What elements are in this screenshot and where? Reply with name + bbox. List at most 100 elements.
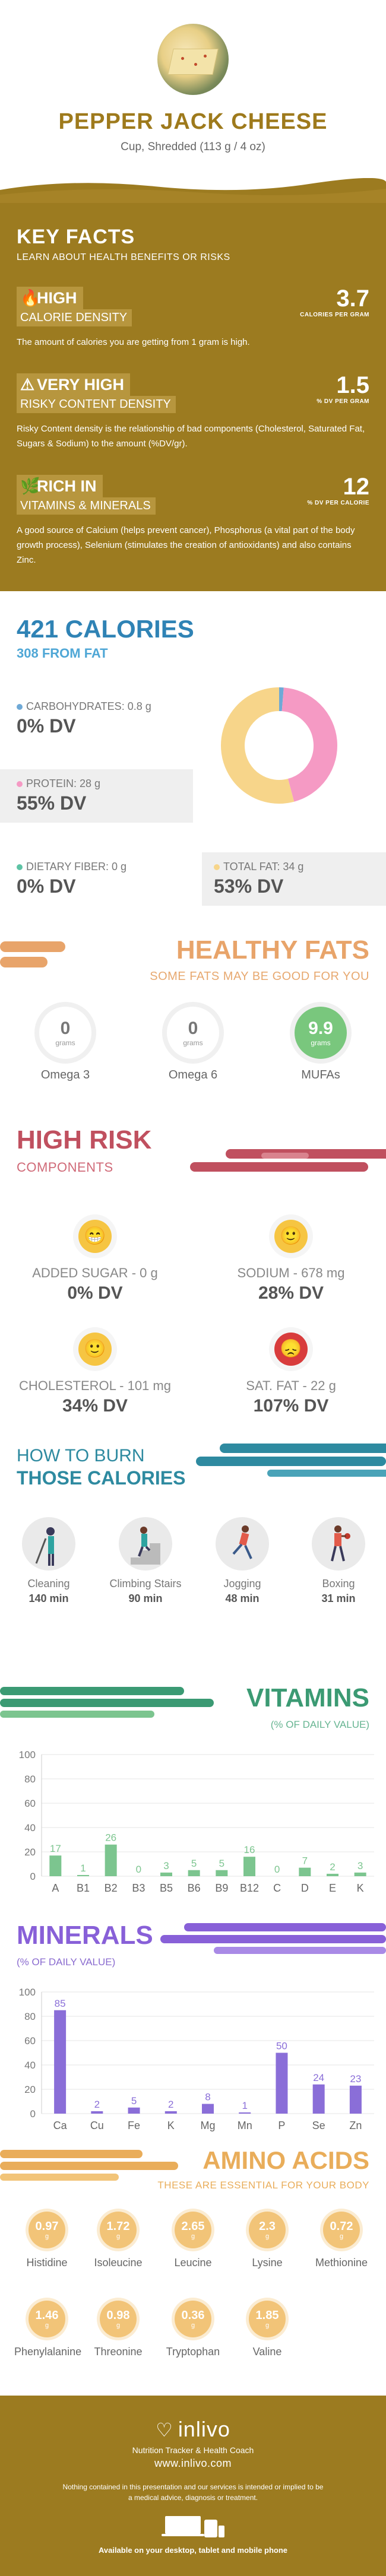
x-tick-label: Zn bbox=[349, 2120, 362, 2131]
donut-slice-protein bbox=[283, 699, 325, 790]
bar-value-label: 85 bbox=[55, 1998, 66, 2009]
bar-value-label: 5 bbox=[131, 2095, 137, 2107]
fact-description: Risky Content density is the relationshi… bbox=[17, 421, 369, 451]
risk-dv: 34% DV bbox=[6, 1396, 184, 1416]
macro-total-fat: TOTAL FAT: 34 g 53% DV bbox=[202, 852, 386, 906]
fact-tag: 🔥HIGH bbox=[17, 287, 83, 309]
bar-value-label: 3 bbox=[163, 1860, 169, 1871]
activity-minutes: 90 min bbox=[98, 1592, 193, 1605]
stairs-icon bbox=[119, 1517, 172, 1571]
cheese-photo bbox=[157, 24, 229, 95]
pepper-dot bbox=[181, 57, 184, 60]
stripes-decoration bbox=[190, 1147, 386, 1182]
high-risk-section: HIGH RISK COMPONENTS 😁 ADDED SUGAR - 0 g… bbox=[0, 1125, 386, 1446]
y-tick-label: 100 bbox=[19, 1749, 36, 1760]
protein-bullet bbox=[17, 781, 23, 787]
bar-value-label: 5 bbox=[219, 1858, 224, 1869]
x-tick-label: P bbox=[278, 2120, 285, 2131]
donut-slice-total-fat bbox=[233, 699, 291, 792]
fact-tag: 🌿RICH IN bbox=[17, 475, 103, 497]
burn-title-line-1: HOW TO BURN bbox=[17, 1446, 145, 1466]
brand-logo[interactable]: ♡inlivo bbox=[0, 2417, 386, 2442]
fat-name: Omega 6 bbox=[160, 1068, 226, 1082]
stripes-decoration bbox=[196, 1440, 386, 1481]
high-risk-title: HIGH RISK bbox=[17, 1125, 151, 1155]
brand-url-link[interactable]: www.inlivo.com bbox=[0, 2457, 386, 2470]
minerals-bar-chart: 02040608010085Ca2Cu5Fe2K8Mg1Mn50P24Se23Z… bbox=[0, 1980, 386, 2140]
x-tick-label: Se bbox=[312, 2120, 325, 2131]
footer: ♡inlivo Nutrition Tracker & Health Coach… bbox=[0, 2396, 386, 2576]
fiber-bullet bbox=[17, 864, 23, 870]
heart-icon: ♡ bbox=[156, 2419, 173, 2441]
bar-value-label: 26 bbox=[105, 1832, 116, 1844]
healthy-fats-section: HEALTHY FATS SOME FATS MAY BE GOOD FOR Y… bbox=[0, 935, 386, 1125]
bar-a bbox=[49, 1855, 61, 1876]
risk-label: SODIUM - 678 mg bbox=[202, 1265, 380, 1281]
y-tick-label: 40 bbox=[24, 1822, 36, 1833]
activity-name: Jogging bbox=[195, 1578, 290, 1590]
y-tick-label: 0 bbox=[30, 1871, 36, 1882]
bar-value-label: 2 bbox=[94, 2099, 100, 2110]
risk-label: ADDED SUGAR - 0 g bbox=[6, 1265, 184, 1281]
x-tick-label: Fe bbox=[128, 2120, 140, 2131]
stripes-decoration bbox=[160, 1921, 386, 1962]
burn-calories-section: HOW TO BURN THOSE CALORIES Cleaning 140 … bbox=[0, 1446, 386, 1683]
sad-face-icon: 😞 bbox=[269, 1327, 313, 1371]
high-risk-subtitle: COMPONENTS bbox=[17, 1160, 113, 1175]
bar-value-label: 24 bbox=[313, 2072, 324, 2083]
food-title: PEPPER JACK CHEESE bbox=[0, 109, 386, 135]
risk-dv: 28% DV bbox=[202, 1283, 380, 1303]
bar-mg bbox=[202, 2104, 214, 2114]
x-tick-label: K bbox=[357, 1882, 364, 1894]
x-tick-label: E bbox=[329, 1882, 336, 1894]
amino-name: Lysine bbox=[235, 2257, 300, 2269]
bar-value-label: 2 bbox=[168, 2099, 173, 2110]
cleaning-icon bbox=[22, 1517, 75, 1571]
fact-risky-content-density: ⚠VERY HIGH RISKY CONTENT DENSITY 1.5% DV… bbox=[17, 373, 369, 451]
amino-name: Valine bbox=[235, 2346, 300, 2358]
pepper-dot bbox=[194, 63, 197, 66]
bar-value-label: 5 bbox=[191, 1858, 197, 1869]
macro-dietary-fiber: DIETARY FIBER: 0 g 0% DV bbox=[0, 852, 193, 906]
disclaimer: Nothing contained in this presentation a… bbox=[62, 2482, 324, 2503]
bar-cu bbox=[91, 2111, 103, 2114]
vitamins-bar-chart: 02040608010017A1B126B20B33B55B65B916B120… bbox=[0, 1743, 386, 1909]
x-tick-label: C bbox=[273, 1882, 281, 1894]
activity-minutes: 48 min bbox=[195, 1592, 290, 1605]
stripes-decoration bbox=[0, 1686, 238, 1721]
amino-acids-section: AMINO ACIDS THESE ARE ESSENTIAL FOR YOUR… bbox=[0, 2146, 386, 2396]
y-tick-label: 20 bbox=[24, 1847, 36, 1858]
boxing-icon bbox=[312, 1517, 365, 1571]
macro-protein: PROTEIN: 28 g 55% DV bbox=[0, 769, 193, 823]
bar-value-label: 7 bbox=[302, 1855, 308, 1867]
header: PEPPER JACK CHEESE Cup, Shredded (113 g … bbox=[0, 24, 386, 202]
fact-description: The amount of calories you are getting f… bbox=[17, 335, 369, 350]
flame-icon: 🔥 bbox=[20, 289, 34, 307]
bar-b2 bbox=[105, 1845, 117, 1876]
x-tick-label: B3 bbox=[132, 1882, 145, 1894]
key-facts-title: KEY FACTS bbox=[17, 202, 369, 249]
fact-label: RISKY CONTENT DENSITY bbox=[17, 396, 176, 413]
x-tick-label: B2 bbox=[105, 1882, 118, 1894]
bar-value-label: 50 bbox=[276, 2041, 287, 2052]
fact-value: 12% DV PER CALORIE bbox=[307, 475, 369, 507]
bar-k bbox=[355, 1873, 366, 1876]
fat-name: MUFAs bbox=[288, 1068, 353, 1082]
x-tick-label: B12 bbox=[240, 1882, 259, 1894]
jogging-icon bbox=[216, 1517, 269, 1571]
activity-name: Cleaning bbox=[1, 1578, 96, 1590]
amino-name: Isoleucine bbox=[86, 2257, 151, 2269]
carbs-bullet bbox=[17, 704, 23, 710]
x-tick-label: D bbox=[301, 1882, 309, 1894]
pepper-dot bbox=[204, 55, 207, 58]
x-tick-label: K bbox=[167, 2120, 175, 2131]
y-tick-label: 0 bbox=[30, 2108, 36, 2120]
